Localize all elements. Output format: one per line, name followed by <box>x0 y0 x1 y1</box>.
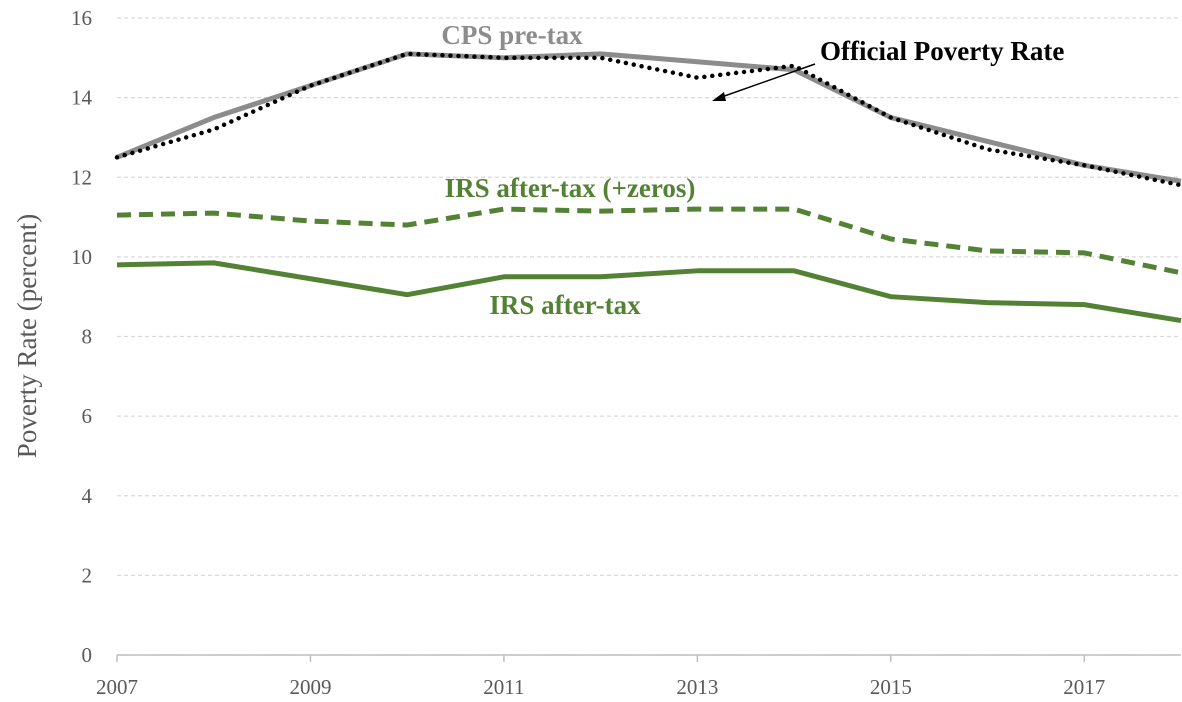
series-line <box>116 51 1182 184</box>
y-tick-label: 12 <box>71 165 92 189</box>
series-label: IRS after-tax (+zeros) <box>445 173 696 203</box>
y-tick-label: 16 <box>71 6 92 30</box>
series-line <box>116 206 1182 276</box>
arrow-head <box>712 92 726 101</box>
x-tick-label: 2011 <box>483 675 524 699</box>
x-tick-label: 2007 <box>96 675 138 699</box>
y-tick-label: 10 <box>71 245 92 269</box>
x-tick-label: 2013 <box>676 675 718 699</box>
series-label: CPS pre-tax <box>441 20 583 50</box>
y-tick-label: 8 <box>82 325 93 349</box>
y-tick-label: 0 <box>82 643 93 667</box>
plot-area: 0 2 4 6 8 10 12 14 16 2007 2009 2011 2013 2015 2017 <box>71 6 1182 699</box>
y-tick-label: 6 <box>82 404 93 428</box>
series-line <box>114 51 1182 188</box>
annotation-arrow <box>715 63 816 100</box>
series-label: Official Poverty Rate <box>820 36 1064 66</box>
x-tick-label: 2009 <box>289 675 331 699</box>
x-tick-label: 2015 <box>870 675 912 699</box>
x-tick-label: 2017 <box>1063 675 1105 699</box>
y-tick-label: 4 <box>82 484 93 508</box>
series-label: IRS after-tax <box>489 290 641 320</box>
y-tick-label: 14 <box>71 86 93 110</box>
series-line <box>116 260 1182 324</box>
y-axis-label: Poverty Rate (percent) <box>12 214 42 458</box>
y-tick-label: 2 <box>82 563 93 587</box>
